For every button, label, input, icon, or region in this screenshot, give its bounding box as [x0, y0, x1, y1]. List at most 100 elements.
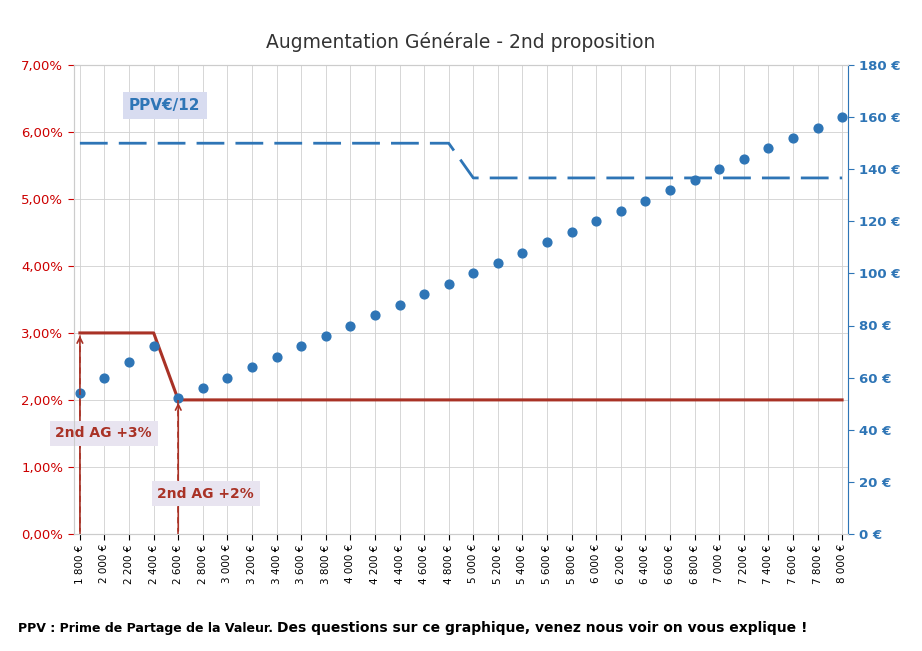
PPV€/12 — [492, 174, 503, 182]
PPV€/12 — [394, 139, 405, 147]
Augmentation en % — [591, 396, 602, 404]
PPV€/12 — [271, 139, 282, 147]
Augmentation en € — [515, 247, 530, 258]
Augmentation en € — [269, 352, 284, 362]
Augmentation en € — [761, 143, 775, 154]
Augmentation en € — [466, 268, 480, 279]
Augmentation en % — [787, 396, 798, 404]
Augmentation en € — [343, 320, 358, 331]
Augmentation en € — [147, 341, 161, 352]
PPV€/12 — [739, 174, 750, 182]
Augmentation en € — [244, 362, 259, 372]
PPV€/12 — [566, 174, 577, 182]
Augmentation en % — [566, 396, 577, 404]
Text: PPV : Prime de Partage de la Valeur.: PPV : Prime de Partage de la Valeur. — [18, 622, 274, 635]
Augmentation en € — [442, 279, 456, 289]
Augmentation en € — [663, 185, 678, 195]
PPV€/12 — [370, 139, 381, 147]
Augmentation en € — [294, 341, 309, 352]
PPV€/12 — [222, 139, 233, 147]
PPV€/12 — [345, 139, 356, 147]
PPV€/12 — [419, 139, 430, 147]
Augmentation en € — [834, 112, 849, 122]
Augmentation en € — [737, 154, 751, 164]
Augmentation en € — [417, 289, 431, 299]
Augmentation en € — [712, 164, 727, 174]
PPV€/12 — [75, 139, 86, 147]
PPV€/12 — [836, 174, 847, 182]
PPV€/12 — [517, 174, 528, 182]
Augmentation en % — [689, 396, 700, 404]
PPV€/12 — [246, 139, 257, 147]
Augmentation en % — [492, 396, 503, 404]
Line: Augmentation en %: Augmentation en % — [80, 333, 842, 400]
PPV€/12 — [762, 174, 774, 182]
Text: PPV€/12: PPV€/12 — [129, 98, 201, 113]
PPV€/12 — [124, 139, 135, 147]
Augmentation en € — [97, 372, 112, 383]
Augmentation en % — [812, 396, 823, 404]
PPV€/12 — [541, 174, 552, 182]
Augmentation en € — [220, 372, 235, 383]
PPV€/12 — [689, 174, 700, 182]
Augmentation en € — [171, 393, 185, 404]
Augmentation en % — [345, 396, 356, 404]
PPV€/12 — [665, 174, 676, 182]
PPV€/12 — [99, 139, 110, 147]
PPV€/12 — [640, 174, 651, 182]
Augmentation en % — [467, 396, 479, 404]
Text: 2nd AG +2%: 2nd AG +2% — [158, 487, 254, 501]
PPV€/12 — [787, 174, 798, 182]
Augmentation en € — [638, 195, 653, 206]
Augmentation en % — [99, 329, 110, 337]
Augmentation en € — [491, 258, 505, 268]
Augmentation en % — [320, 396, 331, 404]
Line: PPV€/12: PPV€/12 — [80, 143, 842, 178]
Augmentation en € — [810, 122, 825, 133]
PPV€/12 — [320, 139, 331, 147]
Augmentation en € — [368, 310, 383, 320]
Augmentation en % — [75, 329, 86, 337]
Augmentation en % — [640, 396, 651, 404]
Augmentation en € — [392, 299, 407, 310]
Augmentation en € — [786, 133, 800, 143]
Augmentation en € — [687, 174, 702, 185]
Text: Des questions sur ce graphique, venez nous voir on vous explique !: Des questions sur ce graphique, venez no… — [277, 620, 807, 635]
Augmentation en € — [73, 388, 88, 398]
Augmentation en % — [517, 396, 528, 404]
Augmentation en € — [613, 206, 628, 216]
Augmentation en € — [195, 383, 210, 393]
PPV€/12 — [148, 139, 160, 147]
Augmentation en % — [443, 396, 455, 404]
PPV€/12 — [172, 139, 183, 147]
Augmentation en € — [318, 331, 333, 341]
Augmentation en % — [370, 396, 381, 404]
Augmentation en % — [222, 396, 233, 404]
Augmentation en € — [539, 237, 554, 247]
Augmentation en % — [714, 396, 725, 404]
PPV€/12 — [296, 139, 307, 147]
PPV€/12 — [812, 174, 823, 182]
Augmentation en % — [197, 396, 208, 404]
Augmentation en € — [564, 227, 579, 237]
Text: 2nd AG +3%: 2nd AG +3% — [55, 426, 152, 440]
Augmentation en % — [739, 396, 750, 404]
Augmentation en % — [394, 396, 405, 404]
Augmentation en € — [589, 216, 604, 227]
Augmentation en % — [148, 329, 160, 337]
PPV€/12 — [467, 174, 479, 182]
Augmentation en % — [296, 396, 307, 404]
PPV€/12 — [615, 174, 626, 182]
Augmentation en % — [836, 396, 847, 404]
Augmentation en % — [172, 396, 183, 404]
Augmentation en % — [762, 396, 774, 404]
Augmentation en % — [541, 396, 552, 404]
Augmentation en € — [122, 357, 136, 367]
PPV€/12 — [443, 139, 455, 147]
Augmentation en % — [124, 329, 135, 337]
Augmentation en % — [615, 396, 626, 404]
Augmentation en % — [419, 396, 430, 404]
Augmentation en % — [246, 396, 257, 404]
PPV€/12 — [197, 139, 208, 147]
Augmentation en % — [271, 396, 282, 404]
